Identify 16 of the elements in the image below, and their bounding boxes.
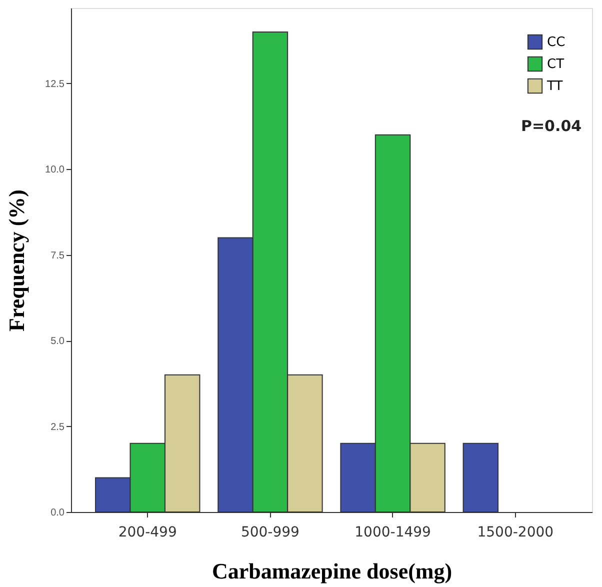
y-tick-label: 7.5 (50, 250, 65, 262)
x-tick-label: 200-499 (118, 524, 177, 540)
y-tick-label: 0.0 (50, 508, 65, 518)
y-tick-label: 2.5 (50, 422, 65, 433)
x-tick-label: 500-999 (240, 524, 300, 540)
x-axis-title: Carbamazepine dose(mg) (212, 558, 452, 584)
legend-label: CC (547, 35, 566, 50)
y-tick-label: 10.0 (45, 164, 65, 176)
legend-label: CT (547, 57, 564, 72)
y-axis-title: Frequency (%) (4, 190, 30, 332)
y-tick-label: 5.0 (50, 336, 65, 348)
x-tick-label: 1500-2000 (477, 524, 554, 540)
y-tick-label: 12.5 (45, 78, 65, 90)
legend-label: TT (546, 79, 563, 94)
annotation: P=0.04 (521, 117, 582, 135)
x-tick-label: 1000-1499 (354, 524, 431, 540)
